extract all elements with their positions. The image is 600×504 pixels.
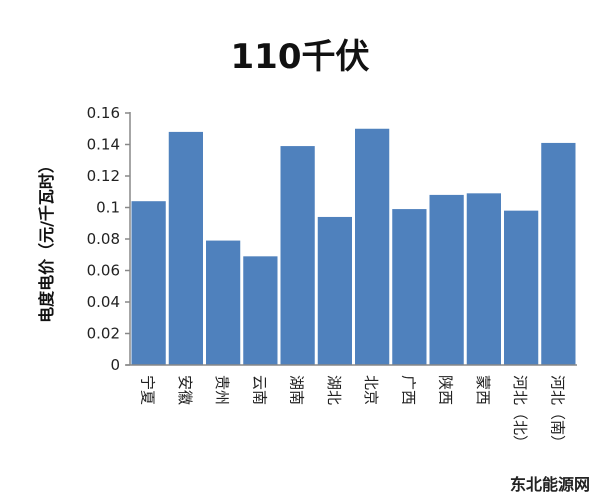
y-tick-label: 0.1: [96, 199, 120, 217]
chart-title: 110千伏: [231, 37, 370, 77]
bar: [466, 193, 501, 365]
bar: [206, 240, 241, 365]
x-tick-label: 北京: [362, 375, 380, 405]
y-tick-label: 0.08: [87, 230, 120, 248]
x-tick-label: 河北（北）: [511, 375, 529, 450]
y-tick-label: 0: [110, 356, 120, 374]
x-tick-label: 贵州: [213, 375, 231, 405]
x-tick-label: 河北（南）: [548, 375, 566, 450]
bar: [280, 146, 315, 365]
x-tick-label: 广西: [399, 375, 417, 405]
y-tick-label: 0.04: [87, 293, 120, 311]
y-tick-label: 0.14: [87, 136, 120, 154]
y-tick-label: 0.06: [87, 262, 120, 280]
x-tick-label: 湖南: [288, 375, 306, 405]
x-tick-label: 蒙西: [474, 375, 492, 405]
bar: [317, 216, 352, 365]
x-tick-label: 宁夏: [139, 375, 157, 405]
bar: [504, 210, 539, 365]
bar: [392, 209, 427, 365]
x-tick-label: 云南: [250, 375, 268, 405]
x-tick-label: 安徽: [176, 375, 194, 405]
bar: [541, 142, 576, 365]
bar: [131, 201, 166, 365]
bar: [355, 128, 390, 365]
y-tick-label: 0.02: [87, 325, 120, 343]
bar: [243, 256, 278, 365]
y-tick-label: 0.16: [87, 104, 120, 122]
bar: [429, 194, 464, 365]
y-tick-label: 0.12: [87, 167, 120, 185]
watermark: 东北能源网: [510, 475, 590, 494]
x-tick-label: 湖北: [325, 375, 343, 405]
bar: [168, 131, 203, 365]
x-tick-label: 陕西: [437, 375, 455, 405]
y-axis-label: 电度电价（元/千瓦时）: [37, 157, 56, 323]
